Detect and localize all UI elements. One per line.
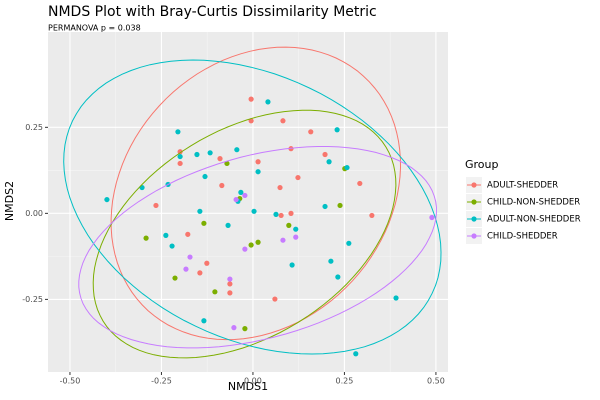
point [265, 99, 271, 105]
x-axis-label: NMDS1 [228, 380, 268, 393]
x-tick-label: 0.00 [244, 377, 262, 386]
point [217, 156, 223, 162]
point [194, 151, 200, 158]
point [277, 184, 283, 191]
point [251, 208, 257, 214]
point [255, 169, 261, 175]
y-tick-label: 0.00 [25, 209, 43, 218]
point [353, 351, 359, 357]
point [337, 202, 343, 209]
point [202, 173, 208, 180]
point [293, 234, 299, 240]
ellipse [110, 46, 402, 341]
point [104, 196, 110, 203]
legend-title: Group [465, 158, 499, 171]
legend-point [471, 182, 477, 188]
legend-label: CHILD-NON-SHEDDER [487, 198, 580, 208]
point [326, 159, 332, 165]
point [153, 202, 159, 209]
x-tick-label: -0.25 [151, 377, 172, 386]
legend-label: ADULT-NON-SHEDDER [487, 215, 581, 225]
point [286, 222, 292, 229]
point [163, 232, 169, 238]
point [344, 164, 350, 171]
legend-label: ADULT-SHEDDER [487, 181, 558, 191]
point [328, 258, 334, 264]
point [177, 153, 183, 160]
point [227, 290, 233, 296]
point [187, 254, 193, 260]
point [369, 212, 375, 219]
x-tick-label: 0.50 [427, 377, 445, 386]
ellipse [63, 59, 442, 355]
point [183, 266, 189, 272]
point [175, 129, 181, 135]
point [197, 208, 203, 214]
point [280, 237, 286, 243]
point [143, 235, 149, 241]
point [234, 147, 240, 153]
point [255, 159, 261, 165]
point [278, 212, 284, 219]
point [219, 182, 225, 189]
y-tick-label: -0.25 [22, 295, 43, 304]
point [169, 243, 175, 249]
point [172, 275, 178, 281]
point [334, 127, 340, 133]
point [308, 129, 314, 135]
plot-panel [48, 32, 448, 372]
point [224, 160, 230, 167]
point [201, 318, 207, 324]
ellipse [92, 109, 397, 359]
point [227, 276, 233, 282]
point [201, 220, 207, 226]
legend-point [471, 199, 477, 205]
point [227, 281, 233, 287]
point [185, 231, 191, 237]
chart-subtitle: PERMANOVA p = 0.038 [48, 24, 141, 33]
point [280, 118, 286, 124]
point [231, 325, 237, 331]
point [357, 180, 363, 187]
point [393, 295, 399, 301]
point [322, 203, 328, 210]
point [288, 210, 294, 216]
point [212, 289, 218, 295]
point [197, 270, 203, 276]
y-axis-label: NMDS2 [3, 181, 16, 221]
legend-point [471, 233, 477, 239]
point [346, 240, 352, 246]
point [289, 262, 295, 268]
point [322, 151, 328, 158]
legend-point [471, 216, 477, 222]
x-tick-label: 0.25 [336, 377, 354, 386]
ellipse [78, 146, 437, 349]
point [248, 242, 254, 248]
point [242, 192, 248, 199]
point [177, 160, 183, 167]
point [273, 211, 279, 217]
point [225, 222, 231, 229]
point [242, 326, 248, 332]
point [335, 274, 341, 280]
point [207, 150, 213, 156]
point [295, 174, 301, 181]
point [272, 296, 278, 302]
point [204, 260, 210, 266]
point [429, 214, 435, 221]
chart-title: NMDS Plot with Bray-Curtis Dissimilarity… [48, 4, 377, 20]
point [177, 149, 183, 155]
y-tick-label: 0.25 [25, 123, 43, 132]
x-tick-label: -0.50 [60, 377, 81, 386]
legend-label: CHILD-SHEDDER [487, 232, 558, 242]
point [233, 196, 239, 203]
point [255, 239, 261, 245]
point [242, 246, 248, 252]
point [248, 96, 254, 102]
point [238, 189, 244, 195]
point [293, 226, 299, 232]
